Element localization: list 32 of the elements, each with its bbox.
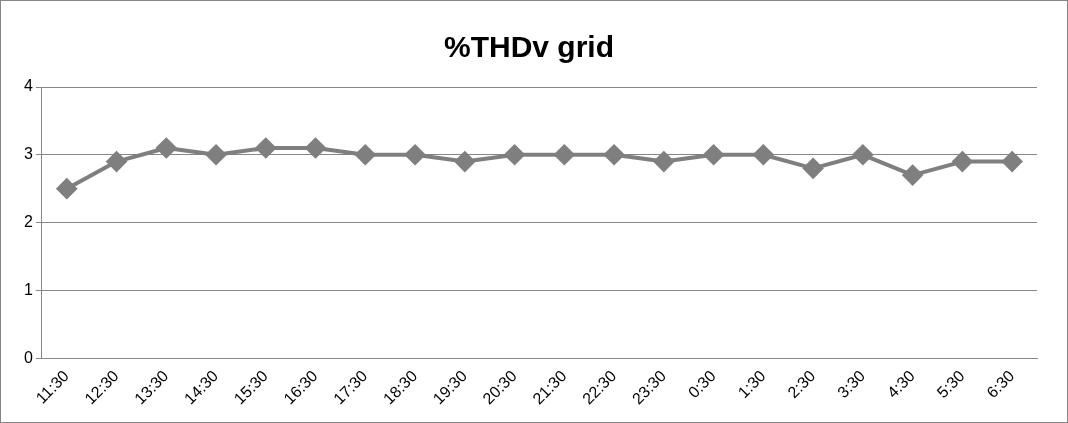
point <box>852 144 873 165</box>
point <box>703 144 724 165</box>
point <box>653 151 674 172</box>
x-tick-label: 4:30 <box>883 367 918 402</box>
y-tick-label: 0 <box>23 348 33 366</box>
x-tick-label: 1:30 <box>734 367 769 402</box>
y-tick-label: 4 <box>23 77 33 95</box>
point <box>902 165 923 186</box>
y-tick-label: 2 <box>23 212 33 230</box>
point <box>355 144 376 165</box>
point <box>56 178 77 199</box>
y-tick-label: 1 <box>23 280 33 298</box>
point <box>405 144 426 165</box>
point <box>952 151 973 172</box>
point <box>1002 151 1023 172</box>
point <box>255 138 276 158</box>
y-tick-label: 3 <box>23 145 33 163</box>
point <box>106 151 127 172</box>
x-tick-label: 0:30 <box>684 367 719 402</box>
point <box>454 151 475 172</box>
point <box>604 144 625 165</box>
x-tick-label: 6:30 <box>983 367 1018 402</box>
point <box>753 144 774 165</box>
point <box>156 138 177 158</box>
point <box>206 144 227 165</box>
point <box>803 158 824 179</box>
point <box>554 144 575 165</box>
point <box>305 138 326 158</box>
x-tick-label: 3:30 <box>834 367 869 402</box>
point <box>504 144 525 165</box>
chart-title: %THDv grid <box>443 30 615 64</box>
x-tick-label: 5:30 <box>933 367 968 402</box>
